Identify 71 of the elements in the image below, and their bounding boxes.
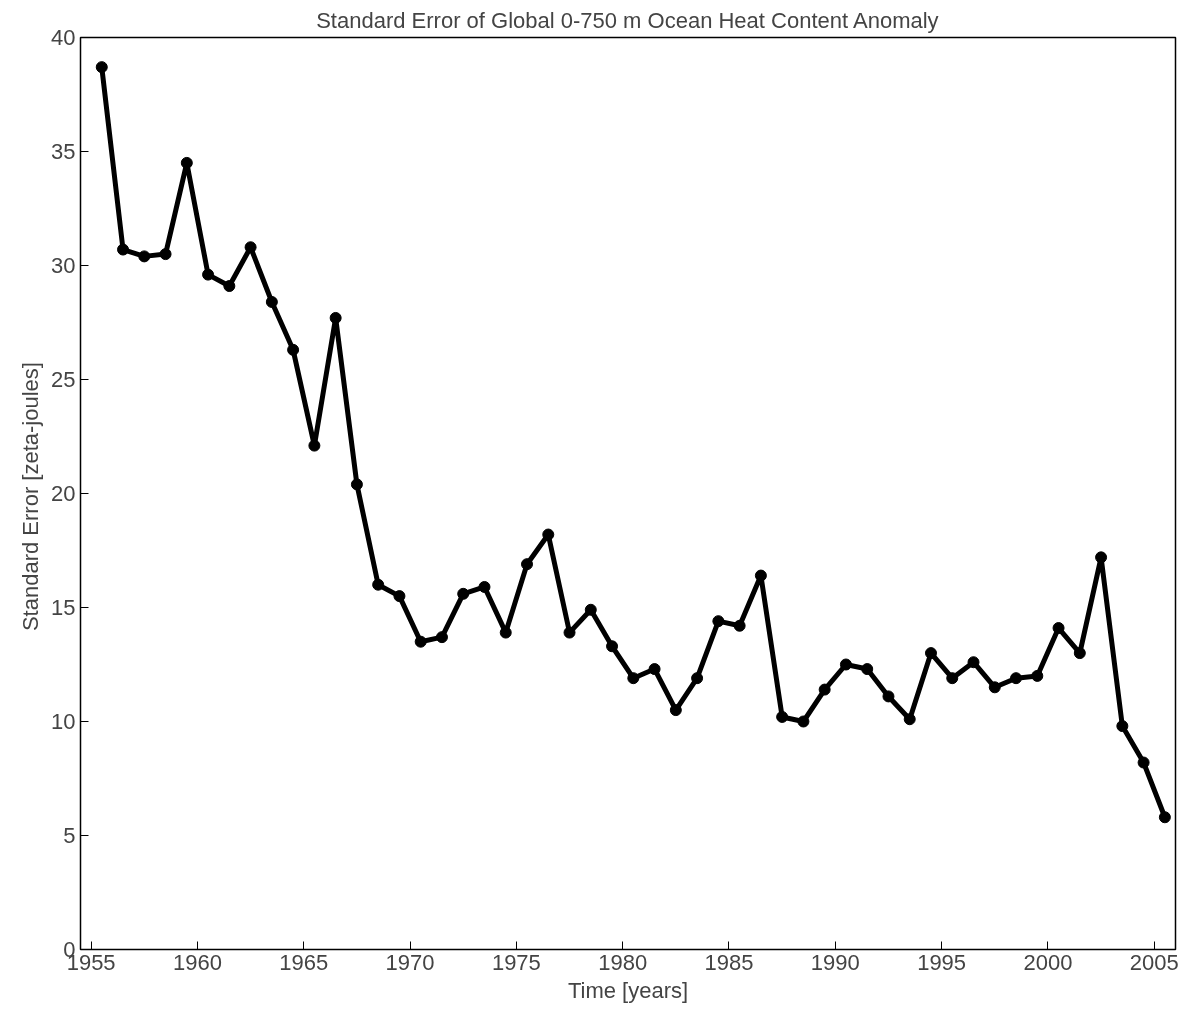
x-tick-label: 1990 <box>810 949 860 975</box>
y-tick-label: 35 <box>51 139 76 164</box>
point <box>861 663 874 676</box>
point <box>754 569 767 582</box>
point <box>1052 622 1065 635</box>
point <box>1010 672 1023 685</box>
point <box>329 311 342 324</box>
point <box>414 635 427 648</box>
x-tick-label: 1980 <box>598 949 648 975</box>
point <box>882 690 895 703</box>
point <box>202 268 215 281</box>
y-tick-label: 5 <box>63 823 76 848</box>
point <box>457 587 470 600</box>
x-tick-label: 2000 <box>1023 949 1073 975</box>
point <box>393 590 406 603</box>
point <box>584 603 597 616</box>
point <box>1137 756 1150 769</box>
point <box>946 672 959 685</box>
x-tick-label: 1970 <box>385 949 435 975</box>
point <box>350 478 363 491</box>
point <box>159 248 172 261</box>
point <box>903 713 916 726</box>
point <box>627 672 640 685</box>
point <box>1116 720 1129 733</box>
point <box>988 681 1001 694</box>
point <box>563 626 576 639</box>
point <box>180 156 193 169</box>
point <box>648 663 661 676</box>
point <box>924 647 937 660</box>
x-tick-label: 1985 <box>704 949 754 975</box>
point <box>733 619 746 632</box>
y-tick-label: 25 <box>51 367 76 392</box>
y-tick-label: 40 <box>51 25 76 50</box>
point <box>839 658 852 671</box>
x-tick-label: 1975 <box>491 949 541 975</box>
point <box>1073 647 1086 660</box>
x-tick-label: 1965 <box>279 949 329 975</box>
point <box>1031 669 1044 682</box>
point <box>691 672 704 685</box>
point <box>818 683 831 696</box>
y-tick-label: 15 <box>51 595 76 620</box>
x-tick-label: 2005 <box>1129 949 1179 975</box>
point <box>244 241 257 254</box>
point <box>1095 551 1108 564</box>
y-tick-label: 20 <box>51 481 76 506</box>
point <box>117 243 130 256</box>
point <box>138 250 151 263</box>
point <box>712 615 725 628</box>
x-axis-title: Time [years] <box>567 977 689 1003</box>
point <box>776 710 789 723</box>
point <box>1158 811 1171 824</box>
point <box>308 439 321 452</box>
point <box>478 580 491 593</box>
point <box>287 343 300 356</box>
x-tick-label: 1995 <box>917 949 967 975</box>
y-tick-label: 30 <box>51 253 76 278</box>
point <box>797 715 810 728</box>
point <box>606 640 619 653</box>
point <box>542 528 555 541</box>
y-tick-label: 10 <box>51 709 76 734</box>
point <box>669 704 682 717</box>
point <box>521 558 533 571</box>
point <box>95 61 108 74</box>
point <box>435 631 448 644</box>
chart-title: Standard Error of Global 0-750 m Ocean Heat Content Anomaly <box>316 7 939 33</box>
point <box>223 280 236 293</box>
point <box>967 656 980 669</box>
point <box>265 295 278 308</box>
y-axis-title: Standard Error [zeta-joules] <box>18 362 44 632</box>
point <box>372 578 385 591</box>
x-tick-label: 1960 <box>172 949 222 975</box>
